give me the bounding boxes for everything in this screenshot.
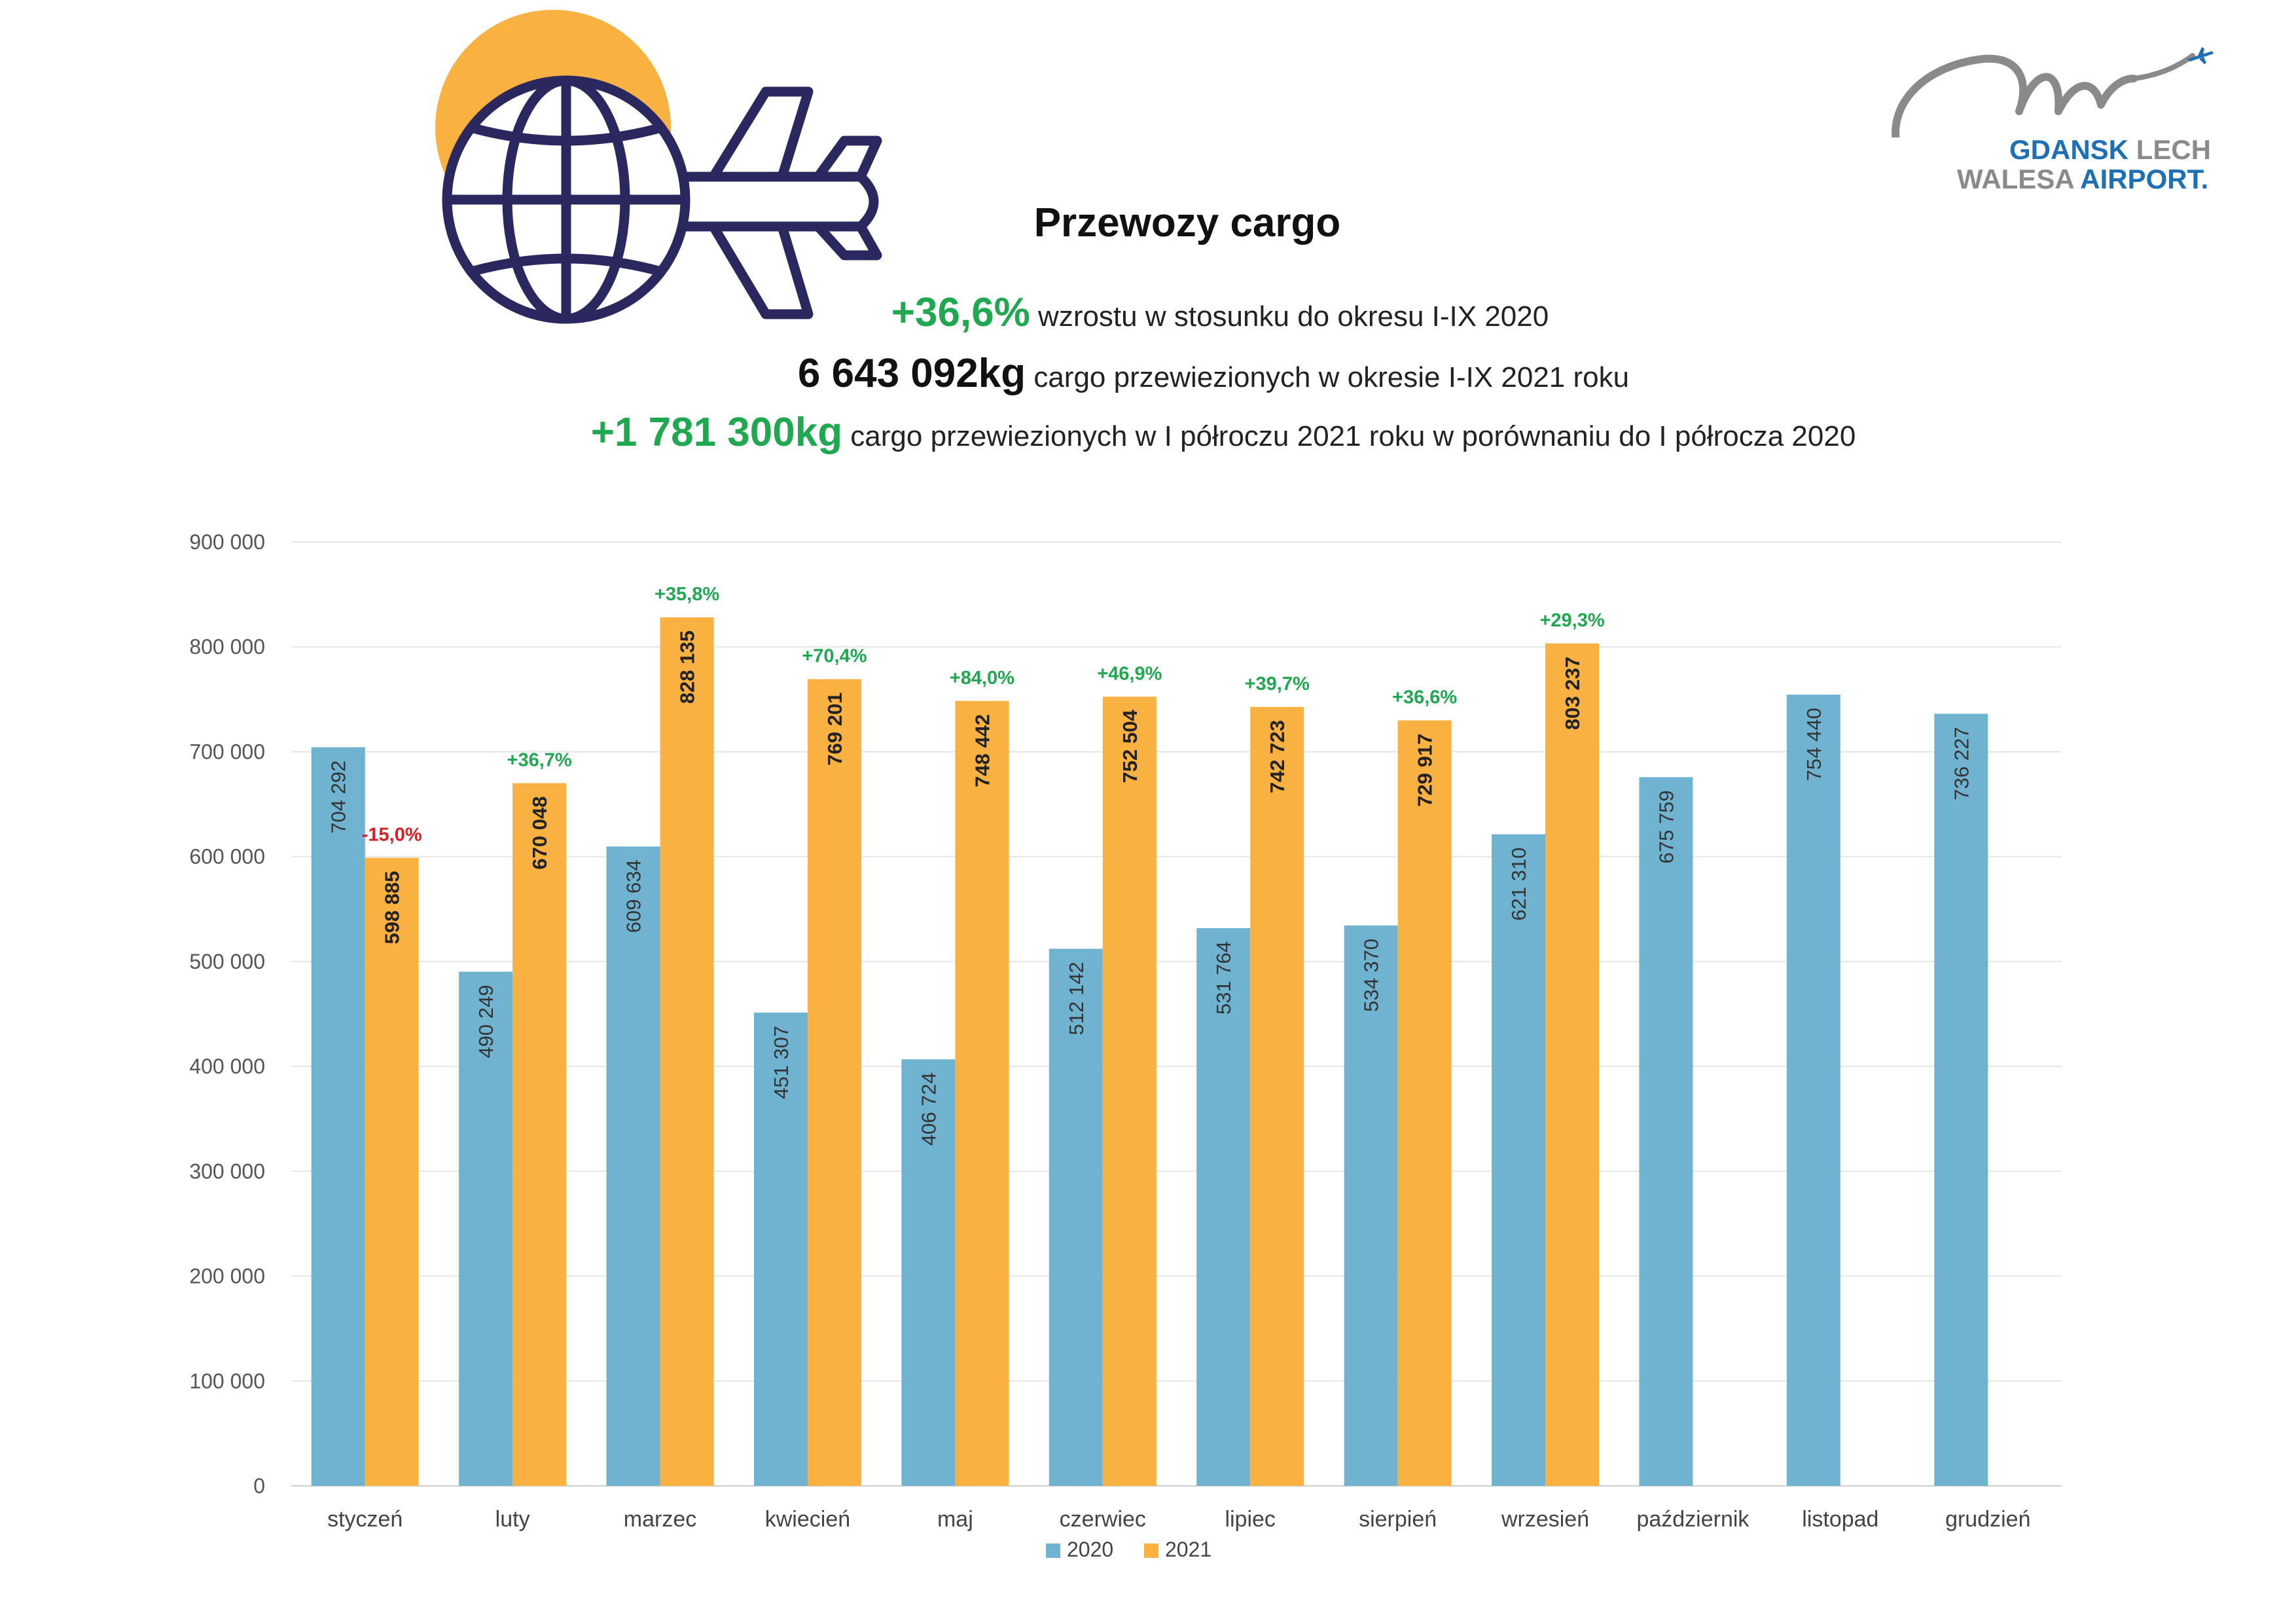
change-label: +46,9% <box>1097 663 1162 684</box>
y-tick-label: 300 000 <box>189 1159 265 1183</box>
highlight-total: 6 643 092kg cargo przewiezionych w okres… <box>0 350 2296 397</box>
airport-logo: GDANSK LECH WALESA AIRPORT. <box>1885 39 2225 196</box>
legend-swatch-2020 <box>1046 1543 1060 1558</box>
y-tick-label: 900 000 <box>189 530 265 554</box>
bar-2020 <box>311 747 365 1486</box>
airplane-icon <box>2187 47 2214 64</box>
data-label-2021: 769 201 <box>823 693 846 766</box>
bar-2020 <box>1934 713 1988 1486</box>
x-tick-label: luty <box>495 1507 530 1532</box>
bar-2020 <box>606 846 660 1486</box>
data-label-2020: 609 634 <box>622 859 645 933</box>
data-label-2020: 531 764 <box>1212 941 1235 1015</box>
bar-2020 <box>1492 834 1546 1486</box>
change-label: +35,8% <box>655 584 719 605</box>
legend-swatch-2021 <box>1144 1543 1158 1558</box>
highlight-growth: +36,6% wzrostu w stosunku do okresu I-IX… <box>0 289 2296 336</box>
y-tick-label: 100 000 <box>189 1369 265 1393</box>
x-tick-label: październik <box>1636 1507 1749 1532</box>
bar-2021 <box>807 679 861 1486</box>
data-label-2021: 752 504 <box>1119 710 1141 784</box>
legend-label-2020: 2020 <box>1067 1538 1113 1561</box>
y-tick-label: 600 000 <box>189 845 265 869</box>
data-label-2020: 406 724 <box>917 1072 940 1146</box>
data-label-2021: 729 917 <box>1414 734 1437 807</box>
change-label: +84,0% <box>950 668 1014 689</box>
data-label-2021: 742 723 <box>1266 720 1289 793</box>
change-label: -15,0% <box>362 824 422 845</box>
bar-2020 <box>1049 948 1103 1486</box>
x-tick-label: marzec <box>624 1507 696 1532</box>
logo-word-gdansk: GDANSK <box>2009 134 2129 165</box>
data-label-2021: 598 885 <box>381 871 404 944</box>
x-tick-label: sierpień <box>1359 1507 1437 1532</box>
bar-2020 <box>459 971 513 1486</box>
bar-2021 <box>512 783 567 1486</box>
highlight-growth-text: wzrostu w stosunku do okresu I-IX 2020 <box>1030 300 1549 333</box>
x-tick-label: kwiecień <box>765 1507 850 1532</box>
x-tick-label: grudzień <box>1945 1507 2030 1532</box>
data-label-2020: 704 292 <box>327 761 350 834</box>
highlight-difference: +1 781 300kg cargo przewiezionych w I pó… <box>0 409 2296 456</box>
x-tick-label: czerwiec <box>1060 1507 1146 1532</box>
data-label-2021: 803 237 <box>1561 657 1584 730</box>
airplane-shape <box>653 86 882 319</box>
y-tick-label: 500 000 <box>189 950 265 973</box>
legend-label-2021: 2021 <box>1165 1538 1211 1561</box>
x-tick-label: lipiec <box>1225 1507 1275 1532</box>
change-label: +36,7% <box>507 749 572 770</box>
bar-2021 <box>1250 706 1304 1486</box>
highlight-difference-text: cargo przewiezionych w I półroczu 2021 r… <box>842 420 1856 452</box>
y-tick-label: 800 000 <box>189 635 265 659</box>
logo-word-walesa: WALESA <box>1957 164 2074 194</box>
y-tick-label: 400 000 <box>189 1055 265 1078</box>
data-label-2020: 736 227 <box>1950 727 1973 800</box>
globe-airplane-icon <box>435 10 882 324</box>
x-tick-label: listopad <box>1802 1507 1878 1532</box>
data-label-2021: 670 048 <box>528 796 551 869</box>
bar-2020 <box>901 1059 956 1486</box>
change-label: +36,6% <box>1392 687 1457 708</box>
x-tick-label: wrzesień <box>1501 1507 1589 1532</box>
bar-2020 <box>1786 695 1840 1486</box>
y-tick-label: 200 000 <box>189 1265 265 1288</box>
change-label: +39,7% <box>1245 674 1310 695</box>
bar-2021 <box>1545 643 1600 1486</box>
data-label-2020: 621 310 <box>1507 848 1530 921</box>
bar-2021 <box>955 700 1009 1486</box>
data-label-2020: 754 440 <box>1803 708 1825 781</box>
bar-2020 <box>1639 777 1693 1486</box>
data-label-2020: 451 307 <box>770 1026 793 1099</box>
y-tick-label: 700 000 <box>189 740 265 763</box>
bar-2021 <box>365 857 419 1486</box>
data-label-2020: 675 759 <box>1655 790 1677 863</box>
page-title: Przewozy cargo <box>1033 200 1341 245</box>
y-tick-label: 0 <box>253 1474 265 1498</box>
logo-word-lech: LECH <box>2136 134 2212 165</box>
bar-2021 <box>1397 720 1452 1486</box>
data-label-2020: 534 370 <box>1360 939 1383 1012</box>
x-tick-label: styczeń <box>327 1507 403 1532</box>
highlight-total-value: 6 643 092kg <box>797 351 1026 396</box>
logo-word-airport: AIRPORT. <box>2080 164 2209 194</box>
logo-line-1: GDANSK LECH <box>2009 134 2211 166</box>
bar-2020 <box>1344 925 1398 1486</box>
bar-2020 <box>753 1012 808 1486</box>
data-label-2020: 490 249 <box>475 985 497 1058</box>
bar-2021 <box>660 617 714 1486</box>
logo-line-2: WALESA AIRPORT. <box>1957 164 2208 195</box>
bar-2020 <box>1196 928 1251 1486</box>
highlight-growth-value: +36,6% <box>891 290 1030 335</box>
x-tick-label: maj <box>937 1507 973 1532</box>
data-label-2021: 828 135 <box>676 630 699 704</box>
change-label: +70,4% <box>802 646 867 667</box>
highlight-total-text: cargo przewiezionych w okresie I-IX 2021… <box>1026 361 1630 393</box>
highlight-difference-value: +1 781 300kg <box>590 410 843 455</box>
globe-shape <box>442 75 691 324</box>
data-label-2020: 512 142 <box>1065 962 1088 1035</box>
change-label: +29,3% <box>1539 610 1604 631</box>
bar-2021 <box>1102 696 1157 1486</box>
data-label-2021: 748 442 <box>971 714 994 787</box>
